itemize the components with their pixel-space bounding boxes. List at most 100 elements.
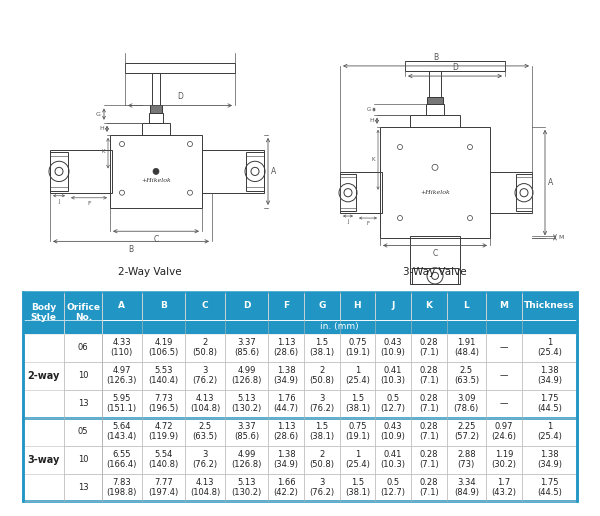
Bar — [185, 292, 225, 320]
Text: 05: 05 — [78, 427, 88, 436]
Bar — [246, 152, 264, 191]
Bar — [375, 390, 411, 417]
Bar — [486, 390, 522, 417]
Text: 1.5
(38.1): 1.5 (38.1) — [309, 422, 334, 441]
Text: 1.91
(48.4): 1.91 (48.4) — [454, 338, 479, 358]
Text: 1.66
(42.2): 1.66 (42.2) — [274, 478, 299, 497]
Bar — [185, 390, 225, 417]
Bar — [23, 417, 64, 446]
Text: 1.7
(43.2): 1.7 (43.2) — [491, 478, 517, 497]
Text: A: A — [118, 301, 125, 311]
Bar — [486, 334, 522, 362]
Bar — [268, 362, 304, 390]
Text: 1.38
(34.9): 1.38 (34.9) — [274, 450, 299, 469]
Text: 3-way: 3-way — [28, 455, 60, 464]
Text: Orifice
No.: Orifice No. — [66, 303, 100, 322]
Bar — [268, 446, 304, 474]
Bar — [142, 334, 185, 362]
Bar — [516, 174, 532, 211]
Bar — [149, 112, 163, 123]
Text: 2
(50.8): 2 (50.8) — [309, 450, 334, 469]
Bar — [522, 474, 577, 502]
Bar — [64, 334, 102, 362]
Text: K: K — [425, 301, 432, 311]
Bar — [340, 292, 375, 320]
Text: 1.5
(38.1): 1.5 (38.1) — [345, 394, 370, 413]
Text: 4.13
(104.8): 4.13 (104.8) — [190, 394, 220, 413]
Text: 1.75
(44.5): 1.75 (44.5) — [537, 478, 562, 497]
Bar — [522, 362, 577, 390]
Bar — [64, 362, 102, 390]
Bar — [304, 390, 340, 417]
Text: Body
Style: Body Style — [31, 303, 56, 322]
Text: 3
(76.2): 3 (76.2) — [309, 478, 334, 497]
Text: J: J — [347, 219, 349, 224]
Bar — [150, 105, 162, 112]
Text: 0.28
(7.1): 0.28 (7.1) — [419, 394, 439, 413]
Text: 4.33
(110): 4.33 (110) — [110, 338, 133, 358]
Bar — [225, 334, 268, 362]
Text: 3.37
(85.6): 3.37 (85.6) — [234, 338, 259, 358]
Bar — [110, 135, 202, 208]
Bar — [490, 172, 532, 213]
Text: 1.75
(44.5): 1.75 (44.5) — [537, 394, 562, 413]
Text: 4.97
(126.3): 4.97 (126.3) — [107, 366, 137, 385]
Text: 13: 13 — [78, 483, 89, 492]
Text: 0.28
(7.1): 0.28 (7.1) — [419, 478, 439, 497]
Bar — [50, 150, 112, 192]
Bar — [225, 390, 268, 417]
Bar — [304, 292, 340, 320]
Bar — [304, 474, 340, 502]
Text: 1.13
(28.6): 1.13 (28.6) — [274, 338, 299, 358]
Bar — [522, 417, 577, 446]
Text: —: — — [500, 343, 508, 352]
Bar — [142, 362, 185, 390]
Bar — [340, 417, 375, 446]
Bar — [23, 334, 64, 417]
Text: 6.55
(166.4): 6.55 (166.4) — [107, 450, 137, 469]
Bar — [412, 268, 458, 284]
Text: K: K — [101, 149, 105, 154]
Text: 2
(50.8): 2 (50.8) — [309, 366, 334, 385]
Bar — [142, 417, 185, 446]
Text: 0.75
(19.1): 0.75 (19.1) — [345, 338, 370, 358]
Text: G: G — [318, 301, 325, 311]
Bar — [375, 292, 411, 320]
Bar — [486, 446, 522, 474]
Text: 1.38
(34.9): 1.38 (34.9) — [537, 366, 562, 385]
Bar — [426, 104, 444, 115]
Bar — [340, 390, 375, 417]
Bar — [185, 417, 225, 446]
Text: 0.28
(7.1): 0.28 (7.1) — [419, 450, 439, 469]
Bar — [102, 362, 142, 390]
Bar — [304, 417, 340, 446]
Text: G: G — [96, 112, 101, 117]
Text: 4.19
(106.5): 4.19 (106.5) — [148, 338, 179, 358]
Text: 2-Way Valve: 2-Way Valve — [118, 267, 182, 277]
Bar — [225, 362, 268, 390]
Text: 3-Way Valve: 3-Way Valve — [403, 267, 467, 277]
Bar — [268, 417, 304, 446]
Text: 4.13
(104.8): 4.13 (104.8) — [190, 478, 220, 497]
Text: 0.41
(10.3): 0.41 (10.3) — [380, 366, 406, 385]
Text: B: B — [160, 301, 167, 311]
Text: M: M — [558, 235, 563, 240]
Text: C: C — [433, 250, 437, 259]
Text: 13: 13 — [78, 399, 89, 408]
Text: 5.64
(143.4): 5.64 (143.4) — [107, 422, 137, 441]
Text: 1
(25.4): 1 (25.4) — [345, 366, 370, 385]
Text: 4.99
(126.8): 4.99 (126.8) — [232, 450, 262, 469]
Bar — [185, 362, 225, 390]
Text: 10: 10 — [78, 455, 88, 464]
Text: 2
(50.8): 2 (50.8) — [193, 338, 217, 358]
Bar — [64, 390, 102, 417]
Text: 06: 06 — [78, 343, 89, 352]
Bar — [446, 292, 486, 320]
Circle shape — [153, 168, 159, 174]
Bar — [102, 334, 142, 362]
Bar — [142, 446, 185, 474]
Text: F: F — [367, 221, 370, 226]
Text: Thickness: Thickness — [524, 301, 575, 311]
Bar — [411, 292, 446, 320]
Text: 0.28
(7.1): 0.28 (7.1) — [419, 366, 439, 385]
